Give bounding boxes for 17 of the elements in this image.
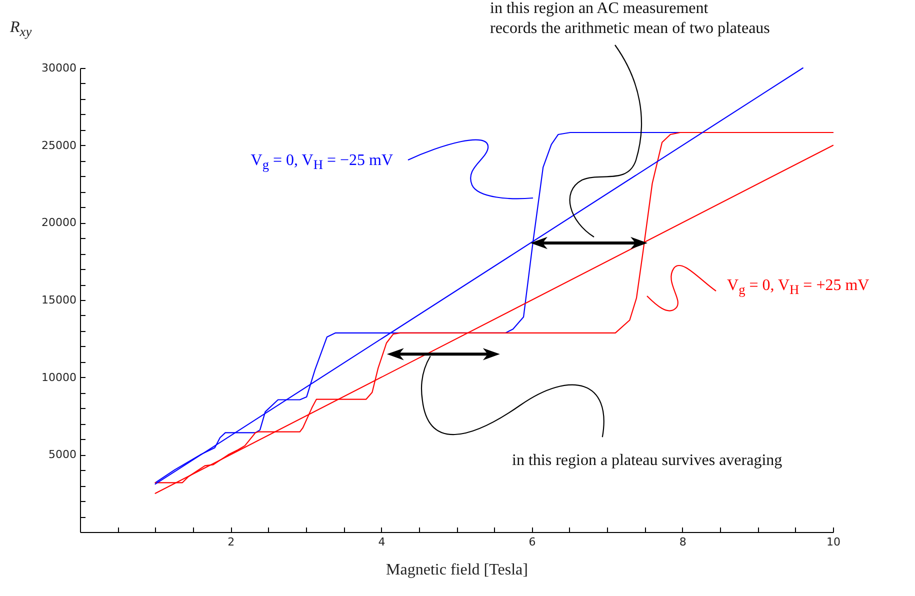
y-tick-label: 25000 [42,138,76,152]
y-tick-label: 20000 [42,216,76,230]
y-axis-title: R$_{xy}$ [10,18,32,42]
y-tick-label: 10000 [42,370,76,384]
x-tick-label: 4 [378,536,386,548]
text: V$_{g}$ = 0, V$_{H}$ = +25 mV [727,276,870,300]
x-tick-label: 10 [826,536,840,548]
y-tick-label: 15000 [42,294,76,306]
x-tick-label: 8 [679,536,686,548]
text: in this region an AC measurement records the arithmetic mean of two plateaus [490,0,770,39]
x-axis-title: Magnetic field [Tesla] [386,562,528,578]
x-tick-label: 6 [528,536,536,548]
y-tick-label: 30000 [42,62,76,74]
y-tick-label: 5000 [48,448,76,462]
annotation: in this region a plateau survives averaging [512,451,782,471]
text: V$_{g}$ = 0, V$_{H}$ = −25 mV [250,151,393,174]
x-tick-label: 2 [228,536,235,548]
